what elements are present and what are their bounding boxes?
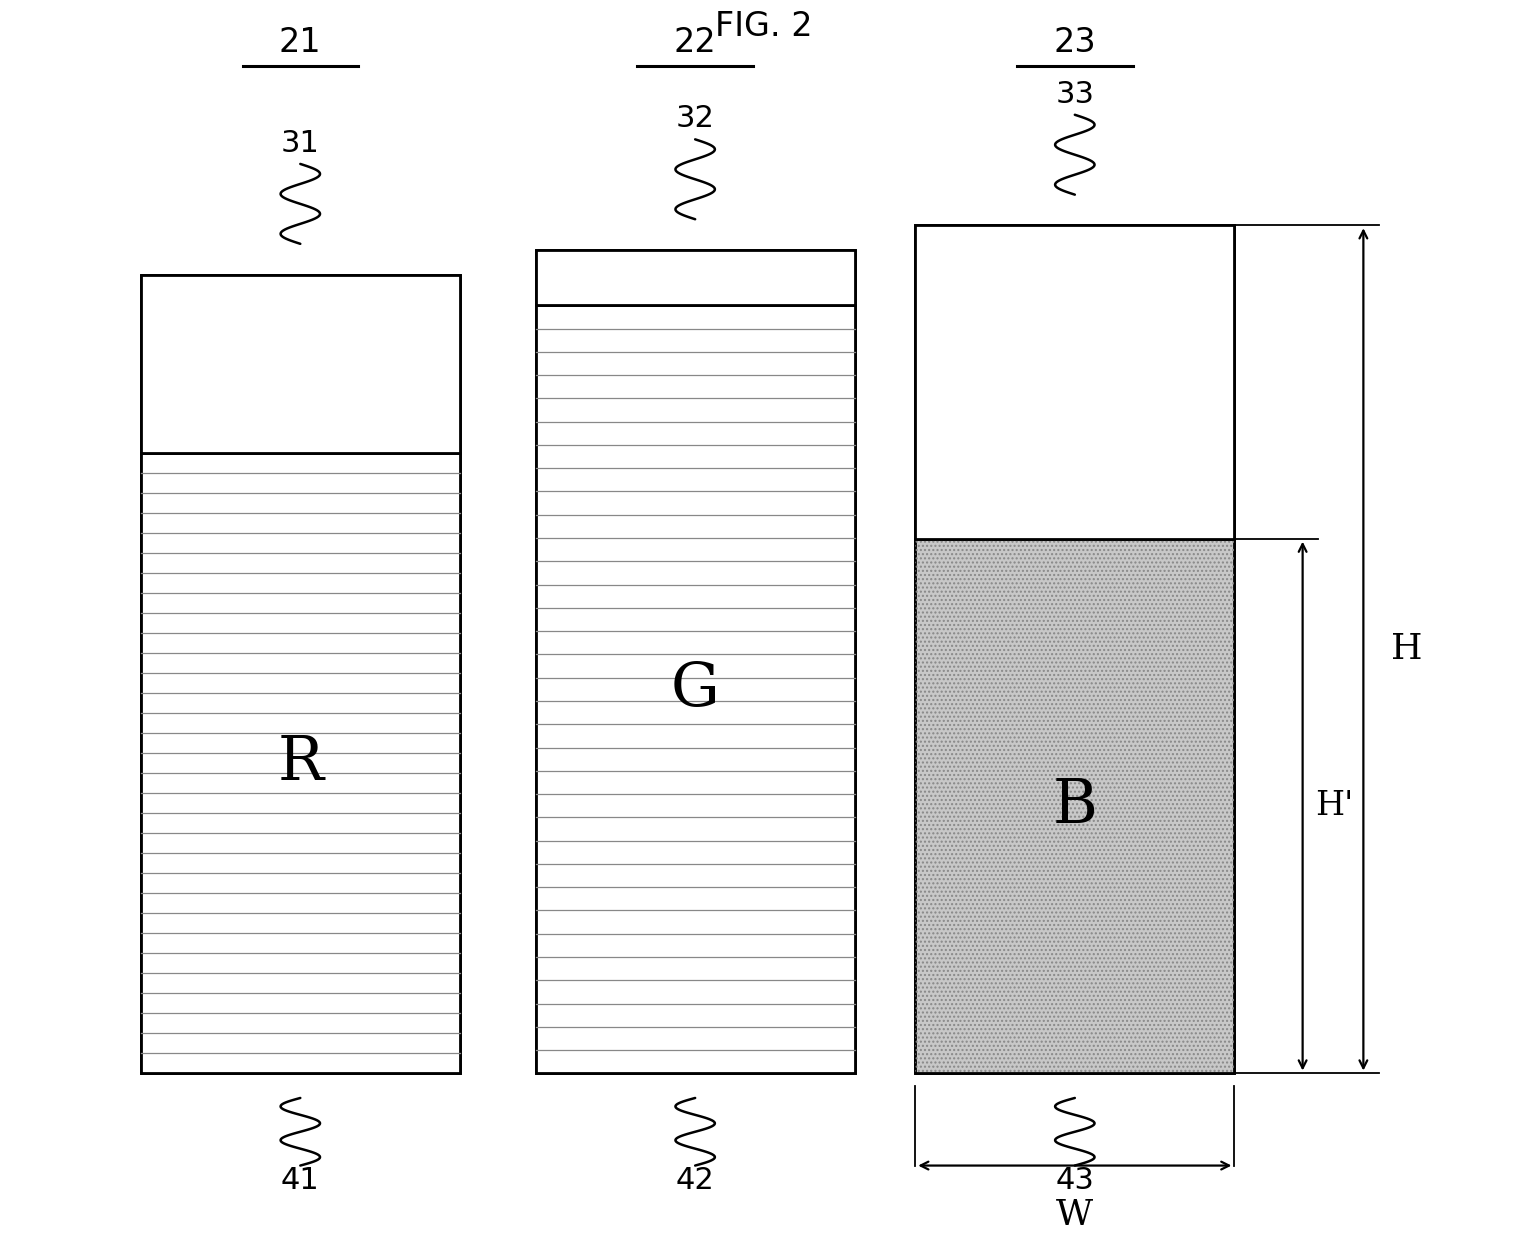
Text: FIG. 2: FIG. 2 xyxy=(715,10,812,43)
Bar xyxy=(536,305,855,1074)
Text: 21: 21 xyxy=(279,26,322,60)
Text: H: H xyxy=(1391,632,1422,666)
Text: 41: 41 xyxy=(281,1166,319,1194)
Text: 43: 43 xyxy=(1055,1166,1095,1194)
Text: W: W xyxy=(1057,1198,1093,1231)
Bar xyxy=(140,274,460,1074)
Text: 23: 23 xyxy=(1054,26,1096,60)
Bar xyxy=(140,453,460,1074)
Text: G: G xyxy=(670,660,719,719)
Bar xyxy=(915,538,1234,1074)
Bar xyxy=(915,226,1234,538)
Bar xyxy=(915,226,1234,1074)
Text: 42: 42 xyxy=(676,1166,715,1194)
Text: R: R xyxy=(278,733,324,794)
Text: 31: 31 xyxy=(281,129,319,157)
Bar xyxy=(536,250,855,1074)
Text: B: B xyxy=(1052,776,1098,836)
Text: 33: 33 xyxy=(1055,79,1095,109)
Text: H': H' xyxy=(1315,790,1353,822)
Text: 32: 32 xyxy=(676,104,715,133)
Bar xyxy=(915,538,1234,1074)
Bar xyxy=(536,250,855,305)
Bar xyxy=(140,274,460,453)
Text: 22: 22 xyxy=(673,26,716,60)
